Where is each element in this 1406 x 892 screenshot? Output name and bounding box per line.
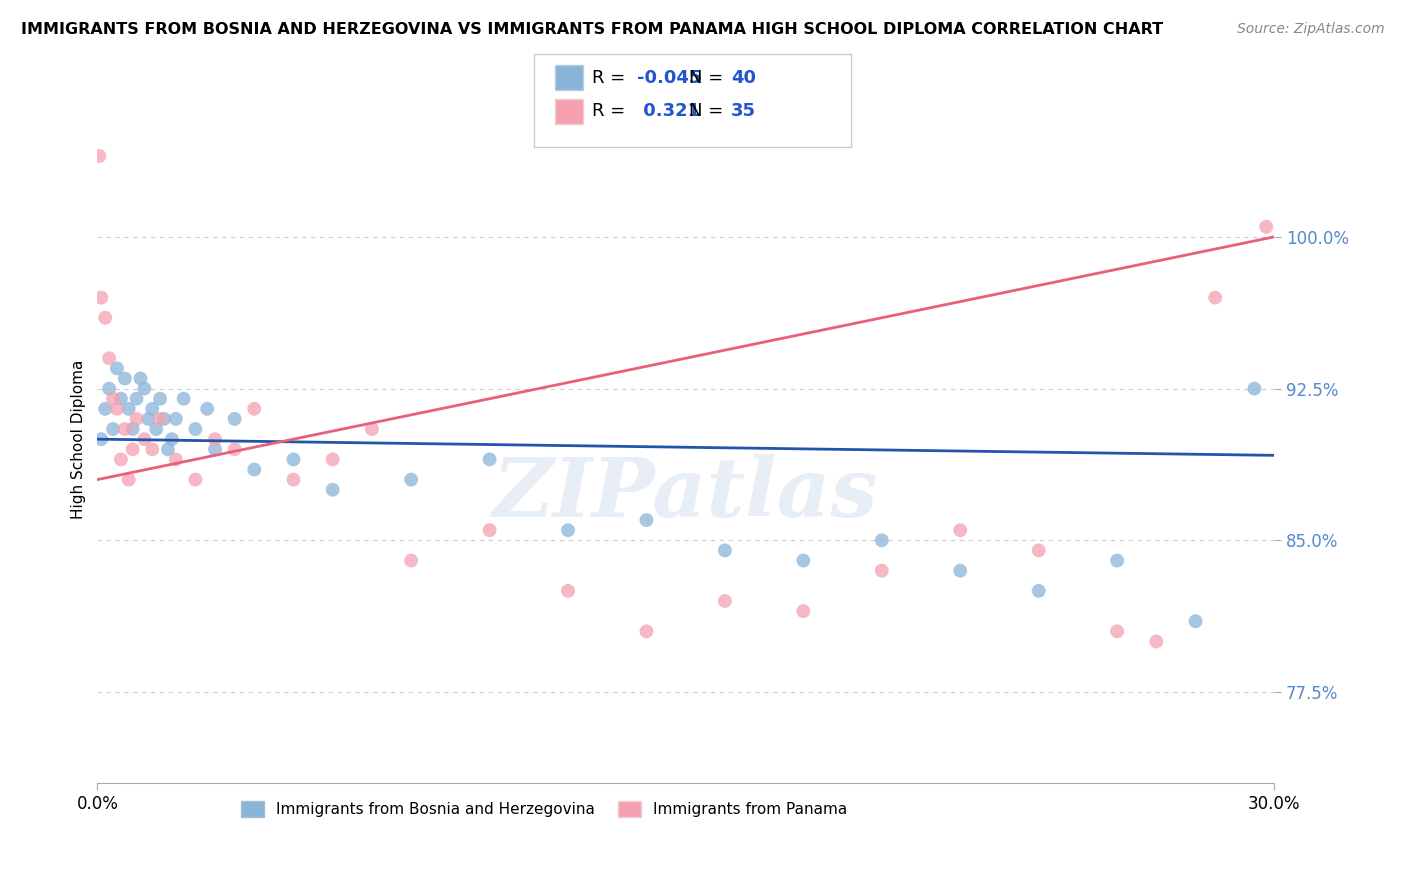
Text: IMMIGRANTS FROM BOSNIA AND HERZEGOVINA VS IMMIGRANTS FROM PANAMA HIGH SCHOOL DIP: IMMIGRANTS FROM BOSNIA AND HERZEGOVINA V… — [21, 22, 1163, 37]
Point — [160, 432, 183, 446]
Point — [714, 543, 737, 558]
Text: -0.045: -0.045 — [637, 69, 702, 87]
Point — [1184, 614, 1206, 628]
Point — [98, 382, 121, 396]
Point — [118, 473, 141, 487]
Text: ZIPatlas: ZIPatlas — [494, 454, 879, 534]
Point — [165, 452, 187, 467]
Point — [105, 361, 128, 376]
Point — [204, 442, 226, 457]
Point — [184, 422, 207, 436]
Text: Source: ZipAtlas.com: Source: ZipAtlas.com — [1237, 22, 1385, 37]
Point — [94, 401, 117, 416]
Point — [243, 401, 266, 416]
Point — [134, 432, 156, 446]
Point — [557, 523, 579, 537]
Point — [478, 523, 501, 537]
Point — [105, 401, 128, 416]
Point — [94, 310, 117, 325]
Point — [149, 392, 172, 406]
Point — [283, 473, 305, 487]
Text: 0.321: 0.321 — [637, 103, 700, 120]
Point — [949, 564, 972, 578]
Point — [195, 401, 218, 416]
Point — [322, 483, 344, 497]
Text: R =: R = — [592, 103, 631, 120]
Point — [399, 553, 422, 567]
Point — [118, 401, 141, 416]
Point — [173, 392, 195, 406]
Point — [141, 401, 163, 416]
Point — [714, 594, 737, 608]
Point — [129, 371, 152, 385]
Point — [90, 291, 112, 305]
Point — [322, 452, 344, 467]
Point — [399, 473, 422, 487]
Point — [101, 422, 124, 436]
Point — [141, 442, 163, 457]
Point — [125, 412, 148, 426]
Point — [243, 462, 266, 476]
Point — [1028, 583, 1050, 598]
Point — [1243, 382, 1265, 396]
Point — [121, 442, 143, 457]
Legend: Immigrants from Bosnia and Herzegovina, Immigrants from Panama: Immigrants from Bosnia and Herzegovina, … — [235, 796, 853, 823]
Point — [557, 583, 579, 598]
Point — [870, 564, 893, 578]
Point — [478, 452, 501, 467]
Point — [1107, 624, 1129, 639]
Point — [1107, 553, 1129, 567]
Text: N =: N = — [689, 103, 728, 120]
Point — [1144, 634, 1167, 648]
Point — [184, 473, 207, 487]
Point — [101, 392, 124, 406]
Point — [792, 553, 814, 567]
Point — [156, 442, 179, 457]
Point — [361, 422, 384, 436]
Point — [149, 412, 172, 426]
Point — [224, 412, 246, 426]
Point — [90, 432, 112, 446]
Point — [153, 412, 176, 426]
Point — [870, 533, 893, 548]
Text: R =: R = — [592, 69, 631, 87]
Point — [114, 422, 136, 436]
Text: 40: 40 — [731, 69, 756, 87]
Point — [110, 392, 132, 406]
Point — [636, 624, 658, 639]
Point — [165, 412, 187, 426]
Point — [204, 432, 226, 446]
Y-axis label: High School Diploma: High School Diploma — [72, 359, 86, 519]
Text: N =: N = — [689, 69, 728, 87]
Text: 35: 35 — [731, 103, 756, 120]
Point — [98, 351, 121, 366]
Point — [125, 392, 148, 406]
Point — [134, 382, 156, 396]
Point — [145, 422, 167, 436]
Point — [636, 513, 658, 527]
Point — [121, 422, 143, 436]
Point — [138, 412, 160, 426]
Point — [283, 452, 305, 467]
Point — [110, 452, 132, 467]
Point — [1256, 219, 1278, 234]
Point — [114, 371, 136, 385]
Point — [1028, 543, 1050, 558]
Point — [89, 149, 111, 163]
Point — [949, 523, 972, 537]
Point — [792, 604, 814, 618]
Point — [1204, 291, 1226, 305]
Point — [224, 442, 246, 457]
